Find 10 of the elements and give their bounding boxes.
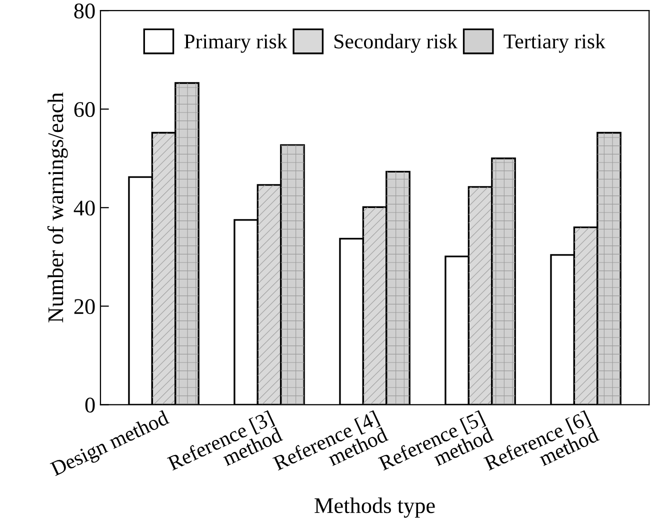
y-tick-label: 60 [74, 102, 95, 118]
y-axis-title: Number of warnings/each [47, 92, 68, 322]
legend-label: Secondary risk [334, 34, 458, 53]
y-tick-label: 40 [74, 200, 95, 216]
legend-label: Tertiary risk [504, 34, 606, 53]
y-tick-label: 80 [74, 4, 95, 19]
y-tick-label: 0 [85, 398, 95, 413]
y-tick-label: 20 [74, 299, 95, 314]
legend-label: Primary risk [184, 34, 288, 53]
x-axis-title: Methods type [314, 497, 435, 518]
